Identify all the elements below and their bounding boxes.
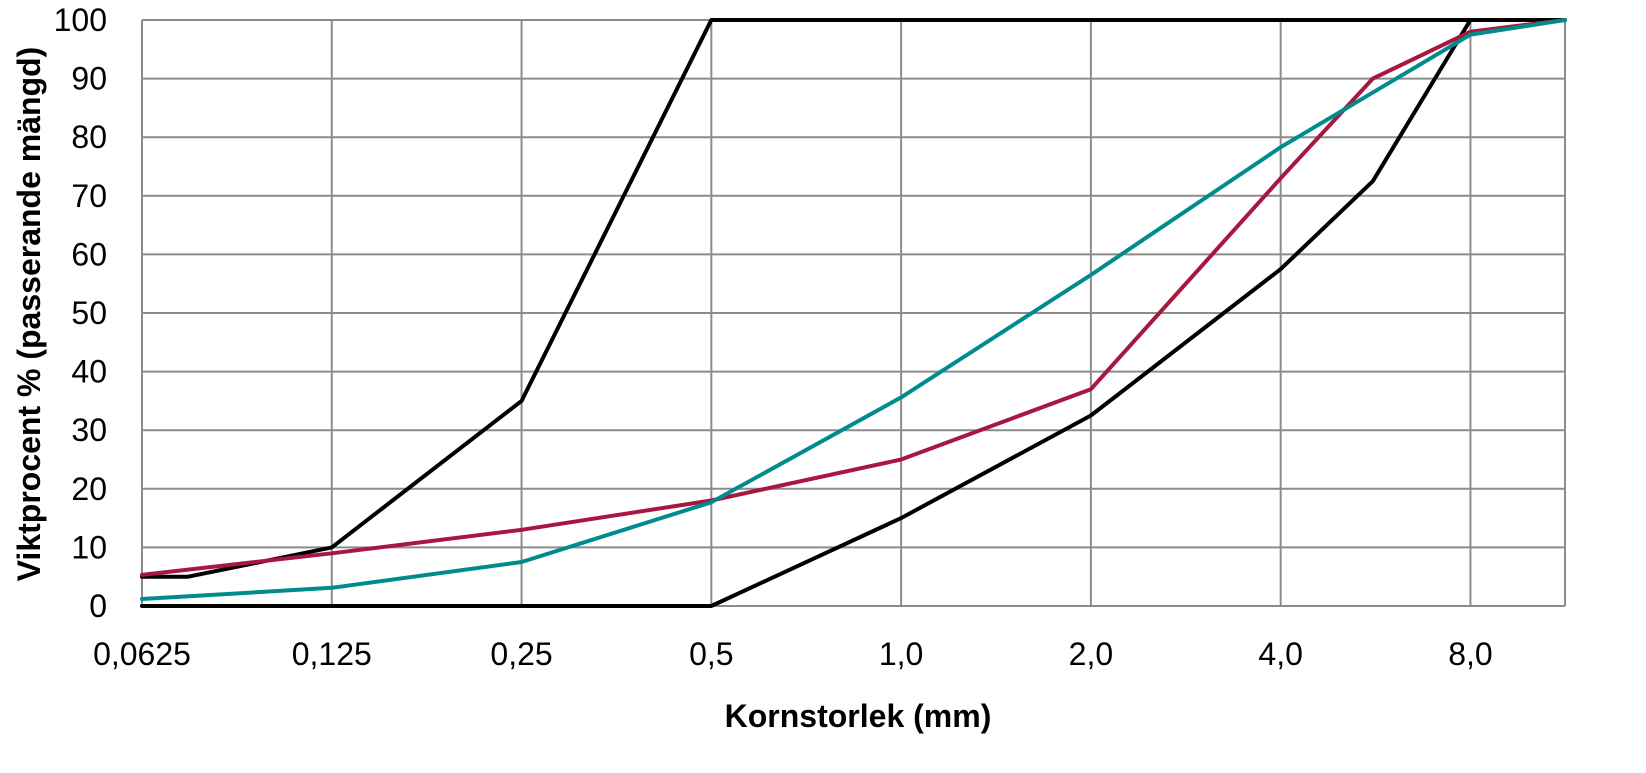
- x-tick-label: 0,125: [292, 636, 372, 672]
- grid-layer: [141, 19, 1566, 607]
- x-tick-label: 0,25: [490, 636, 552, 672]
- y-tick-label: 50: [71, 295, 107, 331]
- x-tick-label: 4,0: [1258, 636, 1302, 672]
- y-tick-label: 20: [71, 471, 107, 507]
- y-tick-label: 0: [89, 588, 107, 624]
- x-tick-label: 1,0: [879, 636, 923, 672]
- y-tick-labels: 0 10 20 30 40 50 60 70 80 90 100: [54, 2, 107, 624]
- x-tick-label: 2,0: [1069, 636, 1113, 672]
- y-tick-label: 40: [71, 354, 107, 390]
- x-tick-label: 0,5: [689, 636, 733, 672]
- x-axis-title: Kornstorlek (mm): [725, 698, 992, 734]
- series-line-3: [140, 18, 1567, 577]
- y-tick-label: 80: [71, 119, 107, 155]
- y-tick-label: 30: [71, 412, 107, 448]
- x-tick-labels: 0,0625 0,125 0,25 0,5 1,0 2,0 4,0 8,0: [93, 636, 1493, 672]
- series-line-2: [140, 18, 1567, 608]
- series-layer: [140, 18, 1567, 608]
- y-tick-label: 60: [71, 236, 107, 272]
- y-tick-label: 90: [71, 61, 107, 97]
- series-line-1: [140, 18, 1567, 579]
- y-tick-label: 10: [71, 529, 107, 565]
- y-tick-label: 70: [71, 178, 107, 214]
- x-tick-label: 0,0625: [93, 636, 191, 672]
- y-axis-title: Viktprocent % (passerande mängd): [11, 47, 47, 582]
- series-line-4: [140, 18, 1567, 601]
- y-tick-label: 100: [54, 2, 107, 38]
- x-tick-label: 8,0: [1448, 636, 1492, 672]
